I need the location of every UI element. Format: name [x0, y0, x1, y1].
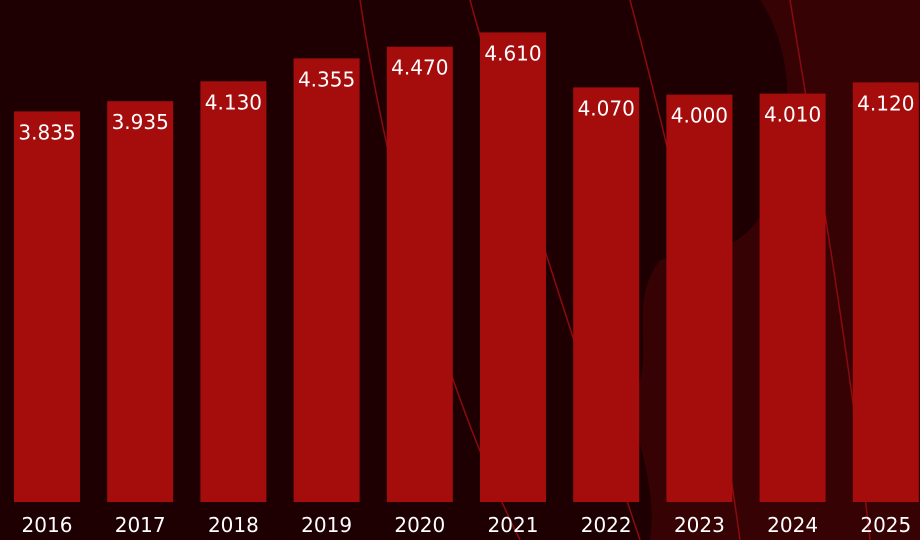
value-label-2018: 4.130: [205, 90, 262, 114]
value-labels-layer: 3.835 3.935 4.130 4.355 4.470 4.610 4.070 4.000…: [18, 41, 914, 144]
value-label-2019: 4.355: [298, 67, 355, 91]
x-tick-label-2020: 2020: [394, 513, 445, 537]
bar-2023: [666, 94, 733, 502]
x-tick-label-2021: 2021: [488, 513, 539, 537]
bar-2020: [386, 46, 453, 502]
x-tick-label-2023: 2023: [674, 513, 725, 537]
x-tick-label-2018: 2018: [208, 513, 259, 537]
bar-2025: [852, 82, 919, 503]
x-tick-label-2019: 2019: [301, 513, 352, 537]
x-tick-label-2025: 2025: [860, 513, 911, 537]
bars-layer: [14, 32, 919, 503]
value-label-2022: 4.070: [578, 96, 635, 120]
value-label-2016: 3.835: [18, 120, 75, 144]
x-axis-tick-labels: 2016 2017 2018 2019 2020 2021 2022 2023 2024 2025: [22, 513, 912, 537]
bar-2017: [107, 101, 174, 502]
x-tick-label-2016: 2016: [22, 513, 73, 537]
bar-2024: [759, 93, 826, 502]
value-label-2024: 4.010: [764, 103, 821, 127]
x-tick-label-2017: 2017: [115, 513, 166, 537]
value-label-2020: 4.470: [391, 56, 448, 80]
value-label-2023: 4.000: [671, 104, 728, 128]
bar-2019: [293, 58, 360, 503]
x-tick-label-2022: 2022: [581, 513, 632, 537]
bar-2021: [480, 32, 546, 503]
x-tick-label-2024: 2024: [767, 513, 818, 537]
bar-2016: [14, 111, 80, 503]
value-label-2021: 4.610: [484, 41, 541, 65]
bar-2022: [573, 87, 640, 503]
bar-2018: [200, 81, 267, 503]
value-label-2025: 4.120: [857, 91, 914, 115]
value-label-2017: 3.935: [112, 110, 169, 134]
